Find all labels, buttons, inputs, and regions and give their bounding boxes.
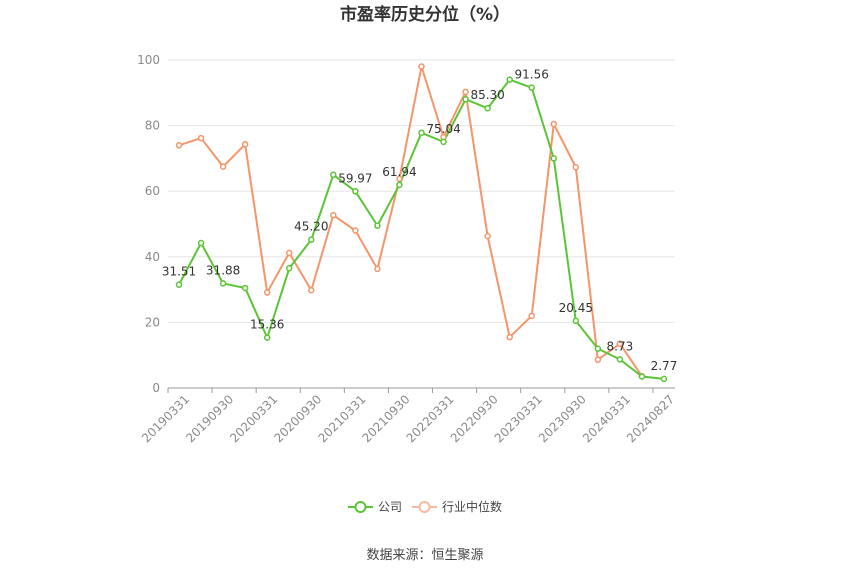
y-tick-label: 100 <box>137 53 160 67</box>
data-point-company[interactable] <box>285 265 293 272</box>
data-point-company[interactable] <box>330 171 337 179</box>
data-label: 85.30 <box>470 88 504 102</box>
data-point-company[interactable] <box>462 96 469 103</box>
data-label: 91.56 <box>515 68 549 82</box>
data-label: 15.36 <box>250 318 284 332</box>
data-label: 2.77 <box>651 359 678 373</box>
data-point-industry-median[interactable] <box>374 265 381 273</box>
data-point-company[interactable] <box>616 356 624 363</box>
data-point-company[interactable] <box>572 317 580 325</box>
data-point-industry-median[interactable] <box>330 211 337 219</box>
y-tick-label: 20 <box>145 315 160 329</box>
data-point-industry-median[interactable] <box>506 333 513 341</box>
data-point-company[interactable] <box>263 334 271 341</box>
data-point-industry-median[interactable] <box>528 312 535 320</box>
data-label: 8.73 <box>607 339 634 353</box>
y-tick-label: 40 <box>145 250 160 264</box>
data-labels: 31.51 31.88 15.36 45.20 59.97 61.94 75.04 85.30… <box>162 68 677 373</box>
data-point-industry-median[interactable] <box>484 232 491 240</box>
data-point-company[interactable] <box>374 222 381 229</box>
data-point-company[interactable] <box>638 373 646 380</box>
data-point-company[interactable] <box>308 236 315 243</box>
data-point-company[interactable] <box>506 76 513 83</box>
y-tick-label: 80 <box>145 119 160 133</box>
chart-title: 市盈率历史分位（%） <box>340 4 510 25</box>
data-label: 59.97 <box>338 171 372 185</box>
grid-lines <box>168 59 675 323</box>
data-point-company[interactable] <box>241 284 249 292</box>
data-point-industry-median[interactable] <box>308 287 315 294</box>
data-point-company[interactable] <box>528 84 535 91</box>
data-point-industry-median[interactable] <box>616 340 624 347</box>
legend-marker-industry <box>418 501 431 513</box>
data-point-industry-median[interactable] <box>241 141 249 148</box>
data-point-industry-median[interactable] <box>197 134 205 142</box>
data-label: 45.20 <box>294 220 328 234</box>
data-point-company[interactable] <box>396 181 403 189</box>
data-point-company[interactable] <box>175 281 183 288</box>
legend[interactable]: 公司 行业中位数 <box>348 499 502 514</box>
x-tick-label: 20240827 <box>624 392 677 445</box>
data-point-company[interactable] <box>594 345 602 352</box>
data-point-company[interactable] <box>550 155 558 162</box>
data-point-company[interactable] <box>352 188 359 195</box>
y-tick-label: 0 <box>152 381 160 395</box>
data-point-industry-median[interactable] <box>396 175 403 182</box>
data-point-industry-median[interactable] <box>352 227 359 234</box>
data-point-industry-median[interactable] <box>550 120 558 128</box>
series-line-industry-median <box>178 65 643 377</box>
data-label: 31.88 <box>206 263 240 277</box>
legend-label-company: 公司 <box>378 500 402 514</box>
data-label: 75.04 <box>426 122 460 136</box>
source-note: 数据来源：恒生聚源 <box>366 548 483 563</box>
legend-item-company[interactable]: 公司 <box>348 500 402 514</box>
data-point-company[interactable] <box>197 239 205 247</box>
data-point-company[interactable] <box>484 104 491 112</box>
data-label: 20.45 <box>559 301 593 315</box>
data-point-industry-median[interactable] <box>572 164 580 171</box>
data-label: 31.51 <box>162 265 196 279</box>
data-point-company[interactable] <box>418 129 425 137</box>
y-tick-label: 60 <box>145 184 160 198</box>
legend-marker-company <box>354 501 367 513</box>
data-point-industry-median[interactable] <box>219 163 227 170</box>
data-point-industry-median[interactable] <box>418 63 425 70</box>
data-point-company[interactable] <box>219 280 227 287</box>
data-point-company[interactable] <box>660 375 668 383</box>
x-axis-ticks: 2019033120190930202003312020093020210331… <box>139 388 677 445</box>
data-point-industry-median[interactable] <box>594 356 602 364</box>
data-label: 61.94 <box>382 165 416 179</box>
data-point-industry-median[interactable] <box>285 249 293 257</box>
legend-label-industry: 行业中位数 <box>442 499 502 514</box>
series-points <box>175 63 668 383</box>
data-point-industry-median[interactable] <box>175 142 183 149</box>
y-axis-ticks: 0 20 40 60 80 100 <box>137 53 160 395</box>
series-line-company <box>178 78 665 380</box>
legend-item-industry-median[interactable]: 行业中位数 <box>412 499 502 514</box>
data-point-industry-median[interactable] <box>462 88 469 96</box>
data-point-company[interactable] <box>440 138 447 146</box>
data-point-industry-median[interactable] <box>263 289 271 296</box>
series-lines <box>178 65 665 380</box>
